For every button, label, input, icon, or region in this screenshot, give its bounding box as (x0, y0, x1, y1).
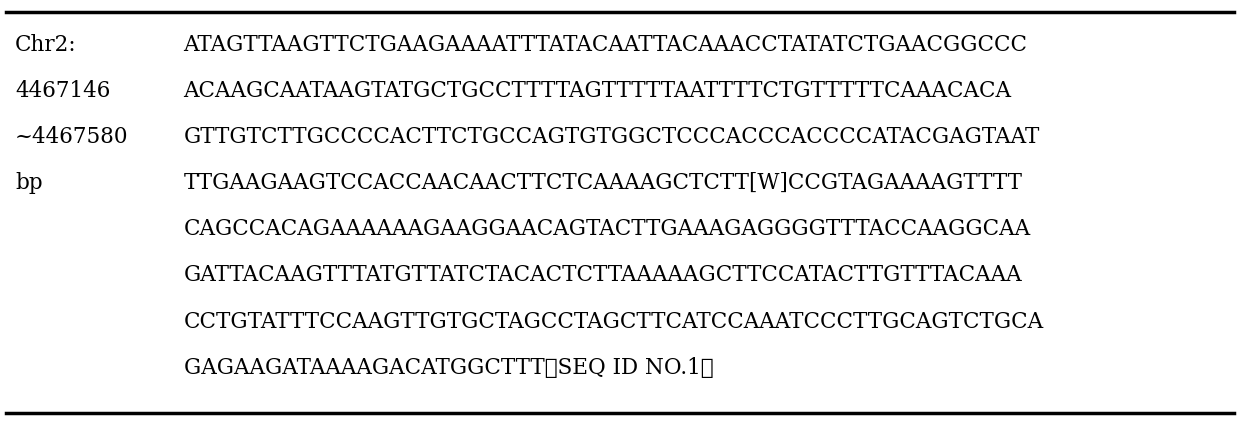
Text: ~4467580: ~4467580 (15, 126, 129, 148)
Text: 4467146: 4467146 (15, 80, 110, 102)
Text: CAGCCACAGAAAAAAGAAGGAACAGTACTTGAAAGAGGGGTTTACCAAGGCAA: CAGCCACAGAAAAAAGAAGGAACAGTACTTGAAAGAGGGG… (184, 218, 1030, 240)
Text: Chr2:: Chr2: (15, 34, 77, 56)
Text: TTGAAGAAGTCCACCAACAACTTCTCAAAAGCTCTT[W]CCGTAGAAAAGTTTT: TTGAAGAAGTCCACCAACAACTTCTCAAAAGCTCTT[W]C… (184, 172, 1023, 194)
Text: ATAGTTAAGTTCTGAAGAAAATTTATACAATTACAAACCTATATCTGAACGGCCC: ATAGTTAAGTTCTGAAGAAAATTTATACAATTACAAACCT… (184, 34, 1028, 56)
Text: ACAAGCAATAAGTATGCTGCCTTTTAGTTTTTAATTTTCTGTTTTTCAAACACA: ACAAGCAATAAGTATGCTGCCTTTTAGTTTTTAATTTTCT… (184, 80, 1012, 102)
Text: CCTGTATTTCCAAGTTGTGCTAGCCTAGCTTCATCCAAATCCCTTGCAGTCTGCA: CCTGTATTTCCAAGTTGTGCTAGCCTAGCTTCATCCAAAT… (184, 310, 1044, 332)
Text: bp: bp (15, 172, 42, 194)
Text: GTTGTCTTGCCCCACTTCTGCCAGTGTGGCTCCCACCCACCCCATACGAGTAAT: GTTGTCTTGCCCCACTTCTGCCAGTGTGGCTCCCACCCAC… (184, 126, 1040, 148)
Text: GAGAAGATAAAAGACATGGCTTT（SEQ ID NO.1）: GAGAAGATAAAAGACATGGCTTT（SEQ ID NO.1） (184, 356, 713, 378)
Text: GATTACAAGTTTATGTTATCTACACTCTTAAAAAGCTTCCATACTTGTTTACAAA: GATTACAAGTTTATGTTATCTACACTCTTAAAAAGCTTCC… (184, 264, 1022, 286)
